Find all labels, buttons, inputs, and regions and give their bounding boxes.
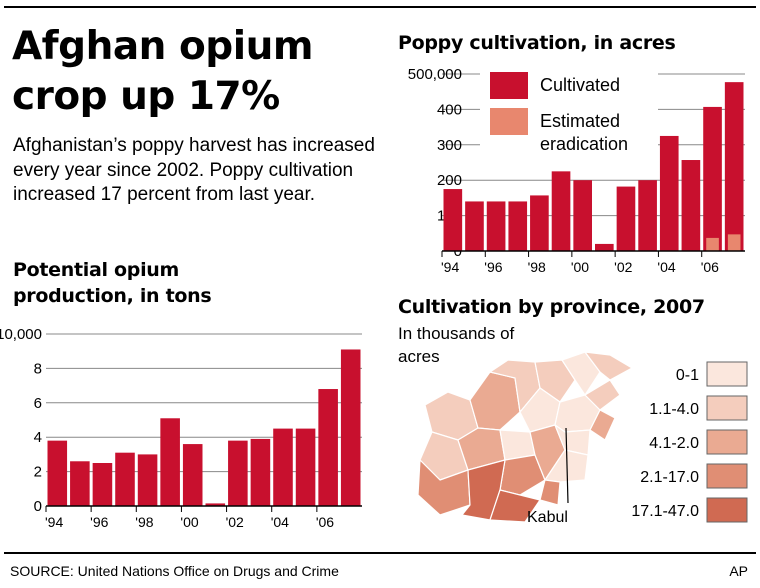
province [489, 489, 541, 523]
headline: Afghan opium crop up 17% [12, 24, 313, 119]
map-legend-label: 2.1-17.0 [640, 469, 699, 486]
legend-swatch-cultivated [490, 72, 528, 99]
bar [508, 201, 528, 251]
y-tick-label: 200 [437, 172, 462, 189]
x-tick-label: '96 [90, 514, 108, 530]
map-legend-swatch [706, 463, 748, 489]
x-tick-label: '98 [528, 259, 546, 275]
cultivation-chart: 500,0004003002001000'94'96'98'00'02'04'0… [408, 66, 745, 275]
source-note: SOURCE: United Nations Office on Drugs a… [10, 563, 339, 579]
bar [638, 180, 657, 251]
map-title: Cultivation by province, 2007 [398, 296, 705, 318]
bar [115, 452, 135, 506]
bar [92, 463, 113, 506]
province [539, 479, 561, 506]
x-tick-label: '94 [45, 514, 63, 530]
bar [724, 82, 744, 251]
top-rule [4, 6, 756, 8]
bar [182, 444, 203, 506]
bar [465, 201, 484, 251]
bar [443, 189, 463, 251]
y-tick-label: 2 [34, 464, 42, 481]
kabul-label: Kabul [527, 509, 568, 526]
cultivation-chart-title: Poppy cultivation, in acres [398, 32, 676, 54]
bar [486, 201, 506, 251]
y-tick-label: 500,000 [408, 66, 462, 83]
bottom-rule [4, 552, 756, 554]
map-legend-label: 0-1 [676, 367, 699, 384]
bar [616, 186, 636, 251]
map-legend-swatch [706, 395, 748, 421]
bar [250, 438, 271, 506]
bar [205, 503, 226, 506]
eradication-bar [706, 237, 719, 251]
y-tick-label: 8 [34, 360, 42, 377]
bar [273, 428, 293, 506]
y-tick-label: 10,000 [0, 326, 42, 343]
province [584, 379, 621, 411]
bar [573, 180, 592, 251]
map-subtitle: In thousands of acres [398, 324, 515, 366]
bar [340, 349, 361, 506]
y-tick-label: 4 [34, 429, 42, 446]
bar [703, 106, 722, 251]
map-legend-swatch [706, 429, 748, 455]
bar [70, 461, 90, 506]
province [589, 409, 616, 441]
y-tick-label: 6 [34, 395, 42, 412]
x-tick-label: '00 [180, 514, 198, 530]
bar [530, 195, 549, 251]
bar [595, 243, 614, 251]
province [469, 371, 521, 431]
province [584, 351, 633, 381]
bar [228, 440, 248, 506]
y-tick-label: 0 [34, 498, 42, 515]
production-chart-title: Potential opium production, in tons [13, 259, 212, 307]
eradication-bar [727, 234, 741, 251]
x-tick-label: '06 [316, 514, 334, 530]
x-tick-label: '00 [571, 259, 589, 275]
map-legend-swatch [706, 497, 748, 523]
map-legend: 0-1 1.1-4.0 4.1-2.0 2.1-17.0 17.1-47.0 [631, 361, 748, 523]
map-legend-swatch [706, 361, 748, 387]
x-tick-label: '96 [484, 259, 502, 275]
bar [47, 440, 68, 506]
map-legend-label: 1.1-4.0 [649, 401, 699, 418]
bar [318, 389, 338, 506]
x-tick-label: '02 [226, 514, 244, 530]
intro-text: Afghanistan’s poppy harvest has increase… [13, 135, 375, 205]
x-tick-label: '04 [271, 514, 289, 530]
bar [659, 135, 679, 251]
kabul-pointer [565, 427, 569, 504]
map-legend-label: 4.1-2.0 [649, 435, 699, 452]
legend-label-cultivated: Cultivated [540, 75, 620, 95]
x-tick-label: '98 [135, 514, 153, 530]
y-tick-label: 300 [437, 137, 462, 154]
production-chart: 10,000 8 6 4 2 0'94 '96 '98 '00 '02 '04 '06 [0, 326, 362, 530]
bar [295, 428, 316, 506]
bar [137, 454, 158, 506]
x-tick-label: '06 [701, 259, 719, 275]
x-tick-label: '02 [614, 259, 632, 275]
bar [551, 171, 571, 251]
province [561, 351, 601, 396]
afghanistan-map [417, 351, 633, 523]
y-tick-label: 400 [437, 101, 462, 118]
legend-swatch-eradication [490, 108, 528, 135]
credit: AP [729, 563, 748, 579]
bar [681, 160, 701, 251]
x-tick-label: '04 [657, 259, 675, 275]
map-legend-label: 17.1-47.0 [631, 503, 699, 520]
province [554, 424, 591, 456]
x-tick-label: '94 [441, 259, 459, 275]
legend-label-eradication: Estimated eradication [540, 111, 628, 154]
bar [160, 418, 180, 506]
